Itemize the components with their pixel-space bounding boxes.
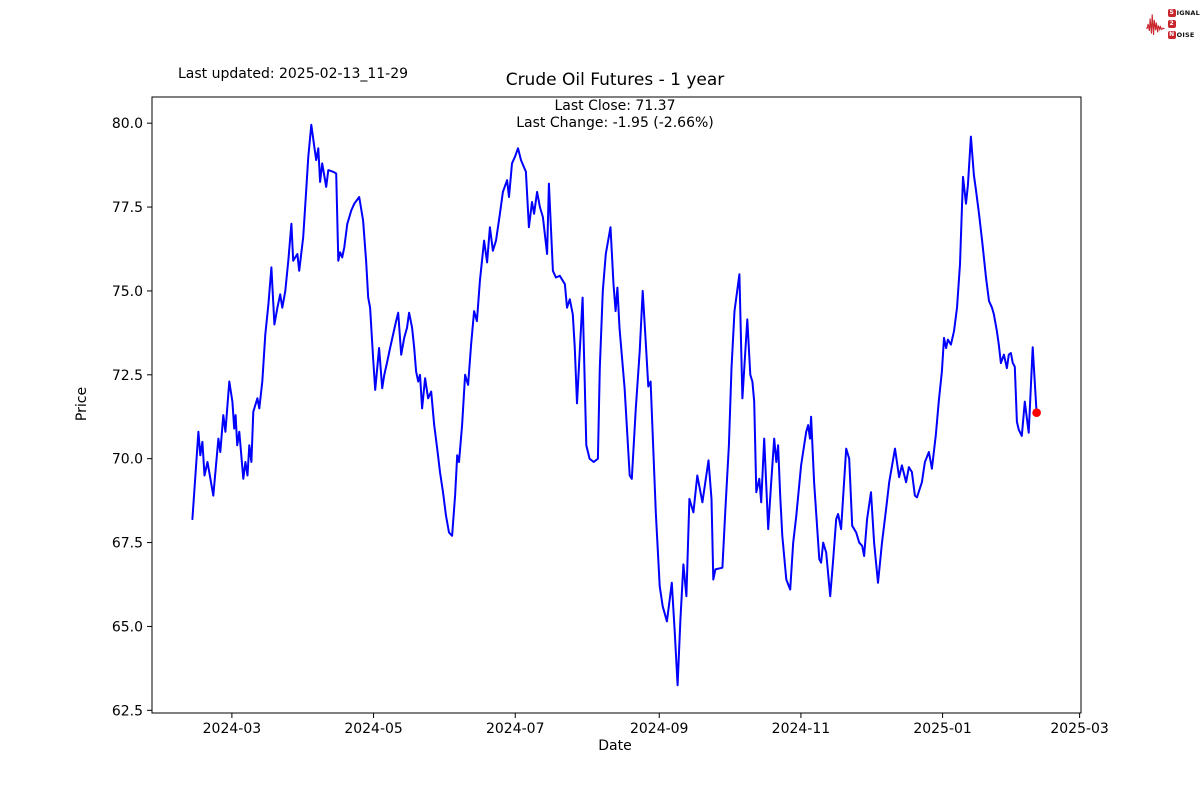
logo-text-ignal: IGNAL bbox=[1176, 9, 1200, 17]
waveform-icon bbox=[1146, 14, 1165, 36]
last-change-annotation: Last Change: -1.95 (-2.66%) bbox=[516, 115, 714, 131]
x-tick-label: 2024-11 bbox=[772, 721, 831, 737]
y-tick-label: 77.5 bbox=[112, 200, 143, 216]
y-tick-label: 80.0 bbox=[112, 116, 143, 132]
y-tick-label: 65.0 bbox=[112, 619, 143, 635]
x-tick-label: 2025-03 bbox=[1050, 721, 1109, 737]
x-tick-label: 2025-01 bbox=[913, 721, 972, 737]
last-updated-text: Last updated: 2025-02-13_11-29 bbox=[178, 66, 409, 82]
price-line bbox=[191, 123, 1038, 687]
x-tick-label: 2024-05 bbox=[344, 721, 403, 737]
x-tick-label: 2024-03 bbox=[203, 721, 262, 737]
x-tick-label: 2024-09 bbox=[630, 721, 689, 737]
last-close-marker bbox=[1032, 408, 1041, 418]
signal2noise-logo: S IGNAL 2 N OISE bbox=[1146, 4, 1200, 44]
logo-row-noise: N OISE bbox=[1167, 31, 1200, 39]
plot-border bbox=[151, 96, 1082, 714]
logo-row-signal: S IGNAL bbox=[1167, 9, 1200, 17]
y-tick-label: 75.0 bbox=[112, 284, 143, 300]
y-tick-label: 67.5 bbox=[112, 536, 143, 552]
chart-title: Crude Oil Futures - 1 year bbox=[505, 70, 725, 90]
x-axis-label: Date bbox=[598, 738, 632, 754]
y-tick-label: 62.5 bbox=[112, 703, 143, 719]
logo-row-2: 2 bbox=[1167, 20, 1200, 28]
logo-badge-n: N bbox=[1167, 31, 1176, 39]
y-tick-label: 72.5 bbox=[112, 368, 143, 384]
y-tick-label: 70.0 bbox=[112, 452, 143, 468]
last-close-annotation: Last Close: 71.37 bbox=[554, 98, 676, 114]
logo-badge-s: S bbox=[1167, 9, 1176, 17]
logo-badge-2: 2 bbox=[1167, 20, 1176, 28]
logo-text-oise: OISE bbox=[1176, 31, 1195, 39]
x-tick-label: 2024-07 bbox=[486, 721, 545, 737]
